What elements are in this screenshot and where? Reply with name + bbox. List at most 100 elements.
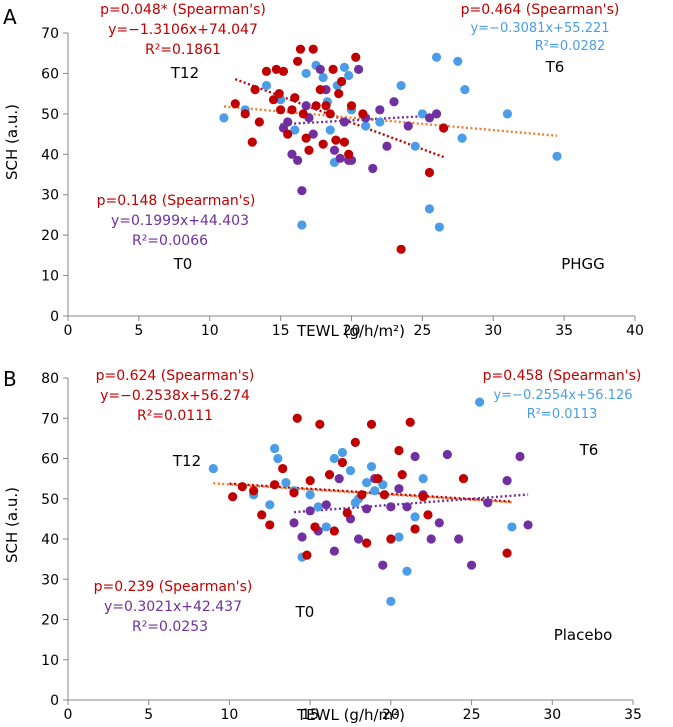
panel-a-point-t12 [351, 52, 361, 62]
panel-b-t6-p-value: p=0.458 (Spearman's) [483, 368, 642, 384]
panel-a-t0-r2: R²=0.0066 [132, 233, 208, 249]
panel-b-y-tick-label: 60 [41, 452, 59, 468]
panel-b-t0-p-value: p=0.239 (Spearman's) [94, 579, 253, 595]
panel-a-t0-equation: y=0.1999x+44.403 [111, 213, 249, 229]
panel-a-point-t0 [375, 105, 385, 115]
panel-b-point-t12 [257, 510, 267, 520]
panel-a-x-tick-label: 40 [626, 323, 644, 339]
panel-b-point-t12 [342, 508, 352, 518]
panel-a-point-t12 [334, 89, 344, 99]
panel-a-point-t6 [290, 125, 300, 135]
panel-b-point-t12 [315, 419, 325, 429]
panel-a-x-tick-label: 15 [272, 323, 290, 339]
panel-b-point-t12 [329, 526, 339, 536]
panel-b-point-t12 [237, 482, 247, 492]
panel-a-t6-label: T6 [545, 58, 565, 76]
panel-a-point-t0 [389, 97, 399, 107]
panel-b-point-t0 [426, 534, 436, 544]
panel-b-x-tick-label: 15 [301, 707, 319, 723]
panel-b-point-t6 [281, 478, 291, 488]
panel-b-point-t6 [345, 465, 356, 476]
panel-a-point-t0 [283, 117, 293, 127]
panel-b-x-tick-label: 10 [221, 707, 239, 723]
panel-a-label: A [3, 5, 17, 29]
panel-a-point-t0 [424, 113, 435, 123]
panel-b-point-t12 [410, 524, 420, 534]
panel-a-point-t12 [276, 105, 286, 115]
panel-a-point-t6 [339, 62, 350, 72]
panel-a-point-t0 [403, 121, 413, 131]
panel-a-point-t6 [460, 85, 470, 95]
panel-a-point-t6 [457, 133, 467, 143]
panel-a-x-tick-label: 35 [555, 323, 573, 339]
panel-b-point-t6 [337, 447, 348, 458]
panel-a-point-t12 [298, 109, 308, 119]
panel-b-point-t6 [370, 486, 380, 496]
panel-a-point-t0 [335, 153, 345, 163]
panel-b-x-tick-label: 30 [543, 707, 561, 723]
panel-b-point-t6 [270, 443, 280, 454]
panel-a-point-t12 [295, 44, 306, 54]
panel-a-point-t12 [261, 66, 272, 77]
panel-b-point-t6 [507, 522, 517, 532]
panel-b-point-t12 [373, 474, 383, 484]
panel-b-point-t12 [289, 488, 299, 498]
panel-a-point-t12 [308, 44, 318, 54]
panel-b-x-axis-title: TEWL (g/h/m²) [296, 706, 405, 724]
panel-b-point-t12 [324, 470, 335, 480]
panel-b-y-tick-label: 80 [41, 371, 59, 387]
panel-b-point-t6 [394, 532, 404, 542]
panel-b-point-t0 [378, 560, 388, 570]
panel-b-point-t12 [418, 492, 428, 502]
panel-a-point-t12 [318, 139, 328, 149]
panel-b-point-t12 [423, 510, 433, 520]
panel-b-point-t6 [366, 461, 377, 472]
panel-b-point-t6 [313, 502, 323, 512]
panel-b-point-t6 [265, 500, 275, 510]
panel-a-point-t12 [230, 99, 240, 109]
panel-b-point-t6 [273, 453, 283, 464]
panel-a-point-t6 [361, 121, 371, 131]
panel-a-x-tick-label: 5 [134, 323, 143, 339]
panel-a-point-t12 [293, 56, 303, 66]
panel-b-point-t12 [305, 476, 315, 486]
panel-b-point-t12 [270, 480, 280, 490]
panel-b-point-t0 [454, 534, 464, 544]
panel-a-point-t12 [240, 109, 250, 119]
panel-a-point-t12 [301, 133, 311, 143]
panel-a-point-t0 [382, 141, 392, 151]
panel-b-y-tick-label: 30 [41, 572, 59, 588]
panel-b-point-t12 [394, 445, 404, 456]
panel-a-point-t12 [424, 167, 435, 178]
panel-a-point-t12 [304, 145, 314, 155]
panel-b-point-t0 [334, 474, 344, 484]
panel-a-point-t0 [315, 64, 325, 74]
panel-b-point-t0 [402, 502, 412, 512]
panel-a-point-t0 [431, 109, 442, 119]
panel-a-x-tick-label: 20 [343, 323, 361, 339]
panel-a-point-t12 [278, 66, 289, 77]
panel-b-y-tick-label: 50 [41, 492, 59, 508]
panel-a-y-tick-label: 70 [41, 26, 59, 42]
panel-b-y-tick-label: 10 [41, 653, 59, 669]
panel-a-point-t12 [254, 117, 264, 127]
panel-b-point-t12 [337, 457, 348, 468]
panel-a-t6-p-value: p=0.464 (Spearman's) [461, 2, 620, 18]
panel-b-point-t0 [410, 451, 420, 462]
panel-a-t6-equation: y=−0.3081x+55.221 [470, 21, 609, 36]
panel-b-t0-equation: y=0.3021x+42.437 [104, 599, 242, 615]
panel-a-point-t6 [502, 109, 513, 119]
panel-b-point-t12 [249, 486, 259, 496]
panel-a-y-tick-label: 50 [41, 107, 59, 123]
panel-b-point-t0 [434, 518, 444, 528]
panel-b-y-tick-label: 20 [41, 613, 59, 629]
panel-b-point-t12 [458, 474, 469, 484]
panel-a-point-t12 [321, 101, 331, 111]
panel-b-point-t0 [483, 498, 493, 508]
panel-a-y-tick-label: 0 [50, 309, 59, 325]
panel-b-point-t12 [310, 522, 320, 532]
panel-a-point-t6 [261, 80, 272, 91]
panel-b-trendline-t0 [293, 493, 529, 514]
panel-b-label: B [3, 367, 17, 391]
